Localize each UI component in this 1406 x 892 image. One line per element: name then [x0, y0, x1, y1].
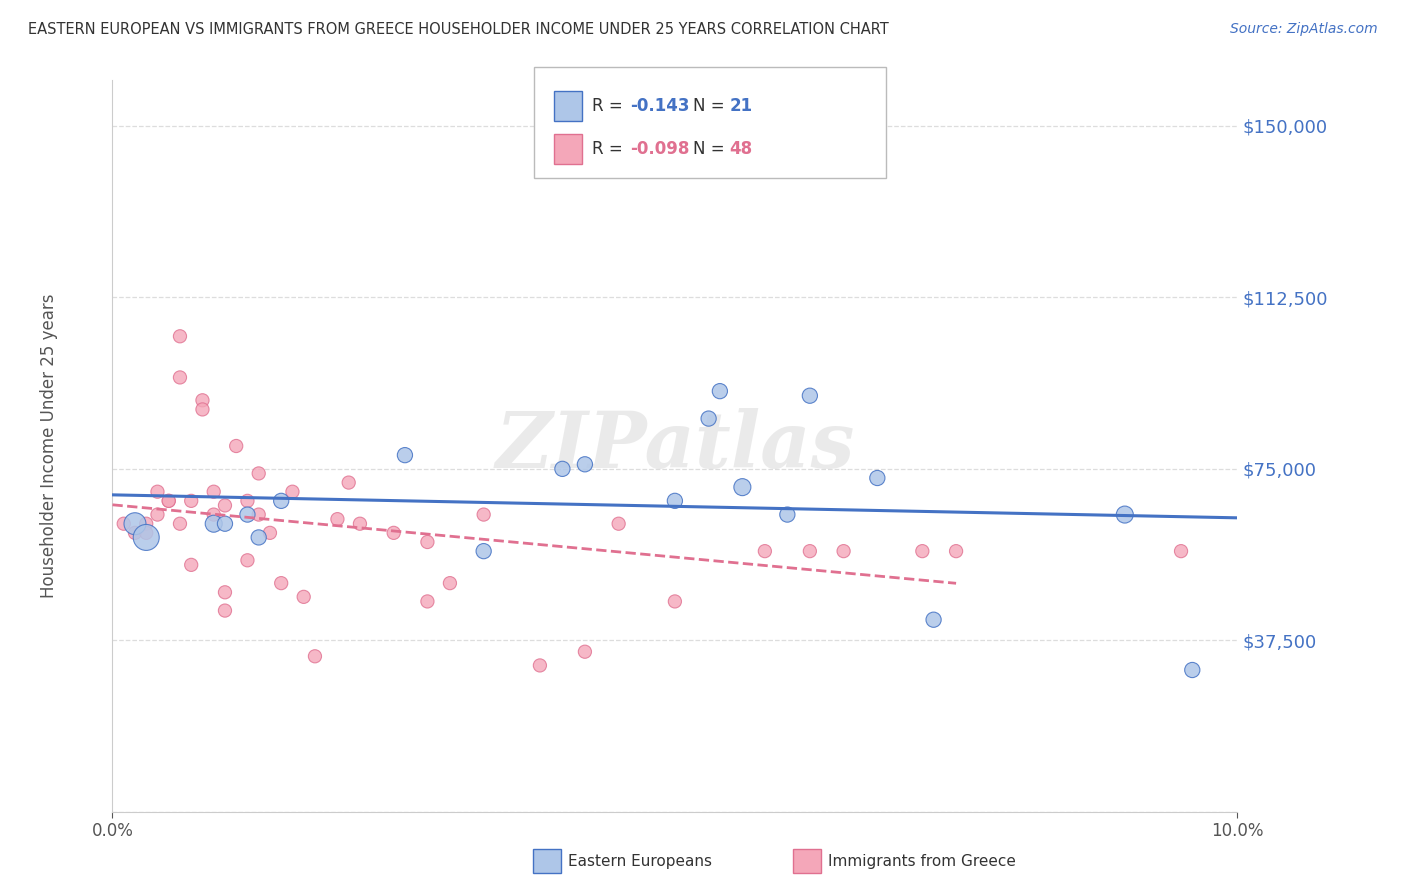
Point [416, 535, 439, 549]
Point [754, 544, 776, 558]
Point [214, 603, 236, 617]
Point [124, 525, 146, 540]
Point [394, 448, 416, 462]
Point [439, 576, 461, 591]
Text: -0.143: -0.143 [630, 97, 689, 115]
Point [799, 389, 821, 403]
Point [236, 553, 259, 567]
Point [146, 508, 169, 522]
Point [607, 516, 630, 531]
Point [382, 525, 405, 540]
Point [169, 370, 191, 384]
Text: N =: N = [693, 140, 730, 158]
Point [270, 576, 292, 591]
Text: EASTERN EUROPEAN VS IMMIGRANTS FROM GREECE HOUSEHOLDER INCOME UNDER 25 YEARS COR: EASTERN EUROPEAN VS IMMIGRANTS FROM GREE… [28, 22, 889, 37]
Point [236, 508, 259, 522]
Point [731, 480, 754, 494]
Point [922, 613, 945, 627]
Text: R =: R = [592, 97, 628, 115]
Text: Eastern Europeans: Eastern Europeans [568, 855, 711, 869]
Point [799, 544, 821, 558]
Point [259, 525, 281, 540]
Point [832, 544, 855, 558]
Point [247, 467, 270, 481]
Point [1170, 544, 1192, 558]
Point [202, 516, 225, 531]
Point [551, 462, 574, 476]
Point [945, 544, 967, 558]
Point [180, 493, 202, 508]
Point [304, 649, 326, 664]
Point [270, 493, 292, 508]
Point [214, 499, 236, 513]
Point [236, 493, 259, 508]
Point [112, 516, 135, 531]
Point [191, 402, 214, 417]
Text: Immigrants from Greece: Immigrants from Greece [828, 855, 1017, 869]
Point [337, 475, 360, 490]
Point [326, 512, 349, 526]
Point [214, 516, 236, 531]
Text: 21: 21 [730, 97, 752, 115]
Point [866, 471, 889, 485]
Point [214, 585, 236, 599]
Point [135, 530, 157, 544]
Point [1114, 508, 1136, 522]
Point [664, 594, 686, 608]
Text: R =: R = [592, 140, 628, 158]
Point [472, 544, 495, 558]
Point [292, 590, 315, 604]
Point [247, 508, 270, 522]
Point [169, 329, 191, 343]
Point [157, 493, 180, 508]
Point [472, 508, 495, 522]
Point [776, 508, 799, 522]
Text: 48: 48 [730, 140, 752, 158]
Point [416, 594, 439, 608]
Point [664, 493, 686, 508]
Point [135, 525, 157, 540]
Point [169, 516, 191, 531]
Text: Householder Income Under 25 years: Householder Income Under 25 years [41, 293, 58, 599]
Point [157, 493, 180, 508]
Text: N =: N = [693, 97, 730, 115]
Point [146, 484, 169, 499]
Point [574, 645, 596, 659]
Point [529, 658, 551, 673]
Point [281, 484, 304, 499]
Text: -0.098: -0.098 [630, 140, 689, 158]
Point [574, 457, 596, 471]
Point [1181, 663, 1204, 677]
Point [180, 558, 202, 572]
Point [709, 384, 731, 398]
Point [202, 484, 225, 499]
Point [124, 516, 146, 531]
Point [202, 508, 225, 522]
Point [247, 530, 270, 544]
Point [349, 516, 371, 531]
Point [911, 544, 934, 558]
Point [135, 516, 157, 531]
Point [191, 393, 214, 408]
Text: Source: ZipAtlas.com: Source: ZipAtlas.com [1230, 22, 1378, 37]
Point [697, 411, 720, 425]
Point [225, 439, 247, 453]
Text: ZIPatlas: ZIPatlas [495, 408, 855, 484]
